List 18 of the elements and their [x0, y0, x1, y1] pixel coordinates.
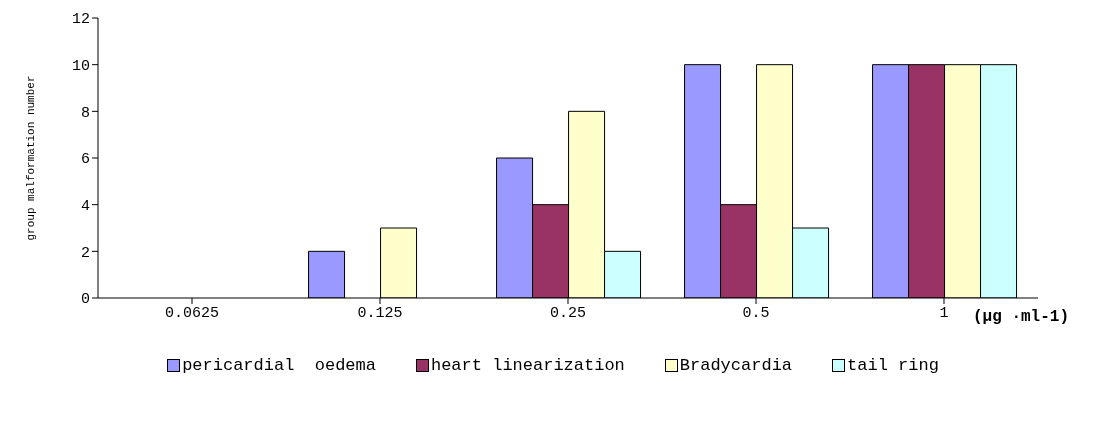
- y-tick-label: 2: [80, 244, 90, 262]
- y-tick-label: 8: [80, 104, 90, 122]
- y-tick-label: 0: [80, 291, 90, 309]
- y-tick-label: 12: [71, 11, 90, 29]
- x-tick-label: 0.5: [742, 304, 770, 322]
- y-tick-label: 10: [71, 57, 90, 75]
- x-axis-title: (μg ·ml-1): [973, 308, 1070, 326]
- legend-label: pericardial oedema: [181, 356, 376, 375]
- legend-label: Bradycardia: [678, 356, 793, 375]
- y-axis-title: group malformation number: [24, 75, 37, 241]
- y-tick-label: 4: [80, 197, 90, 215]
- legend-label: heart linearization: [429, 356, 625, 375]
- y-tick-label: 6: [80, 151, 90, 169]
- x-tick-label: 1: [939, 304, 949, 322]
- x-tick-label: 0.25: [549, 304, 587, 322]
- x-tick-label: 0.125: [357, 304, 403, 322]
- legend-label: tail ring: [846, 356, 939, 375]
- x-tick-label: 0.0625: [164, 304, 220, 322]
